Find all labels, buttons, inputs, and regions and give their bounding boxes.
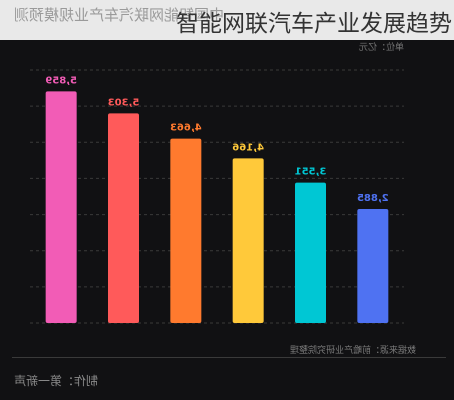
bar-value-label: 4,663	[170, 123, 202, 134]
bar-value-label: 2,885	[357, 193, 389, 204]
bar-value-label: 3,551	[295, 167, 327, 178]
bar-chart: 5,859 5,303 4,663 4,166 3,551 2,885	[30, 69, 404, 324]
source-label: 数据来源：前瞻产业研究院整理	[290, 346, 417, 356]
unit-label: 单位：亿元	[358, 43, 404, 53]
bar	[357, 208, 389, 323]
bar	[170, 138, 202, 323]
header-band	[0, 0, 454, 40]
bar	[45, 91, 77, 323]
bar-value-label: 5,303	[108, 97, 140, 108]
page-title: 智能网联汽车产业发展趋势	[176, 11, 452, 37]
maker-label: 制作：第一新声	[14, 374, 99, 388]
bar	[232, 158, 264, 323]
bar	[108, 113, 139, 323]
footer-rule	[12, 357, 446, 358]
bar-value-label: 5,859	[45, 75, 77, 86]
bar-value-label: 4,166	[232, 142, 264, 153]
bar	[295, 182, 326, 323]
